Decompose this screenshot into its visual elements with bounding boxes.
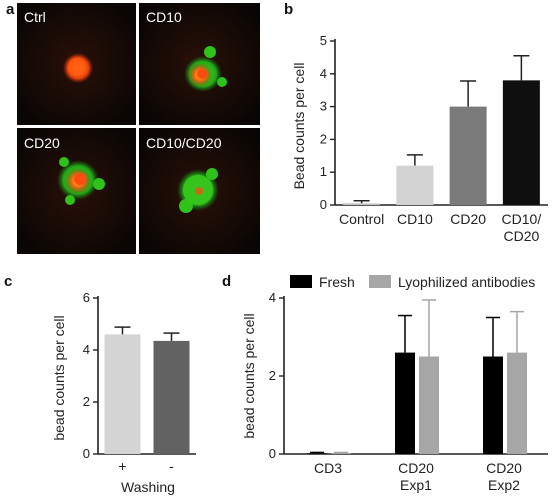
bar: [331, 453, 351, 454]
y-axis-label: bead counts per cell: [241, 313, 257, 438]
y-tick-label: 6: [83, 290, 90, 305]
legend-label-lyophilized: Lyophilized antibodies: [398, 274, 535, 290]
y-tick-label: 0: [269, 446, 276, 461]
x-tick-label: CD20: [486, 460, 522, 476]
bar-chart-c: bead counts per cell Washing 0 2 4 6 + -: [51, 290, 196, 495]
x-tick-label: CD20: [503, 228, 539, 244]
bar: [395, 352, 415, 454]
tile-ctrl: Ctrl: [17, 3, 136, 125]
x-tick-label: CD20: [450, 211, 486, 227]
x-tick-label: +: [118, 458, 126, 474]
panel-label-b: b: [284, 1, 293, 18]
tile-cd20: CD20: [17, 128, 136, 254]
y-axis-label: Bead counts per cell: [291, 63, 307, 190]
bar: [419, 356, 439, 454]
y-tick-label: 4: [83, 342, 90, 357]
y-tick-label: 2: [83, 394, 90, 409]
x-tick-label: CD20: [398, 460, 434, 476]
x-tick-label: Exp2: [488, 477, 520, 493]
bar-chart-b: Bead counts per cell 0 1 2 3 4 5 Control CD10 CD…: [291, 33, 548, 244]
bar: [153, 340, 190, 454]
x-tick-label: CD10/: [502, 211, 542, 227]
bar: [502, 80, 540, 205]
tile-cd10-cd20: CD10/CD20: [139, 128, 260, 254]
x-tick-label: Control: [339, 211, 384, 227]
x-tick-label: Exp1: [400, 477, 432, 493]
panel-label-d: d: [222, 273, 231, 290]
tile-label-ctrl: Ctrl: [24, 9, 46, 25]
y-tick-label: 0: [83, 446, 90, 461]
legend: Fresh Lyophilized antibodies: [290, 274, 535, 290]
y-tick-label: 4: [269, 290, 276, 305]
tile-label-cd20: CD20: [24, 135, 60, 151]
microscopy-grid: Ctrl CD10 CD20: [17, 3, 260, 254]
x-tick-label: CD10: [397, 211, 433, 227]
y-axis-label: bead counts per cell: [51, 315, 67, 440]
bar: [483, 356, 503, 454]
legend-label-fresh: Fresh: [319, 274, 355, 290]
y-tick-label: 1: [320, 164, 327, 179]
bar: [507, 352, 527, 454]
bar: [449, 106, 487, 205]
y-tick-label: 3: [320, 99, 327, 114]
panel-label-c: c: [4, 273, 12, 290]
tile-label-cd10-cd20: CD10/CD20: [146, 135, 222, 151]
x-axis-label: Washing: [121, 479, 175, 495]
y-tick-label: 5: [320, 33, 327, 48]
bar: [307, 453, 327, 454]
y-tick-label: 2: [320, 131, 327, 146]
y-tick-label: 4: [320, 66, 327, 81]
bar: [104, 334, 141, 454]
bar: [396, 165, 434, 205]
x-tick-label: CD3: [314, 460, 342, 476]
y-tick-label: 2: [269, 368, 276, 383]
x-tick-label: -: [169, 458, 174, 474]
bar-chart-d: bead counts per cell Fresh Lyophilized a…: [241, 274, 548, 493]
y-tick-label: 0: [320, 197, 327, 212]
tile-label-cd10: CD10: [146, 9, 182, 25]
bar: [343, 203, 381, 205]
panel-label-a: a: [6, 1, 15, 18]
legend-swatch-lyophilized: [369, 275, 391, 288]
legend-swatch-fresh: [290, 275, 312, 288]
tile-cd10: CD10: [139, 3, 260, 125]
